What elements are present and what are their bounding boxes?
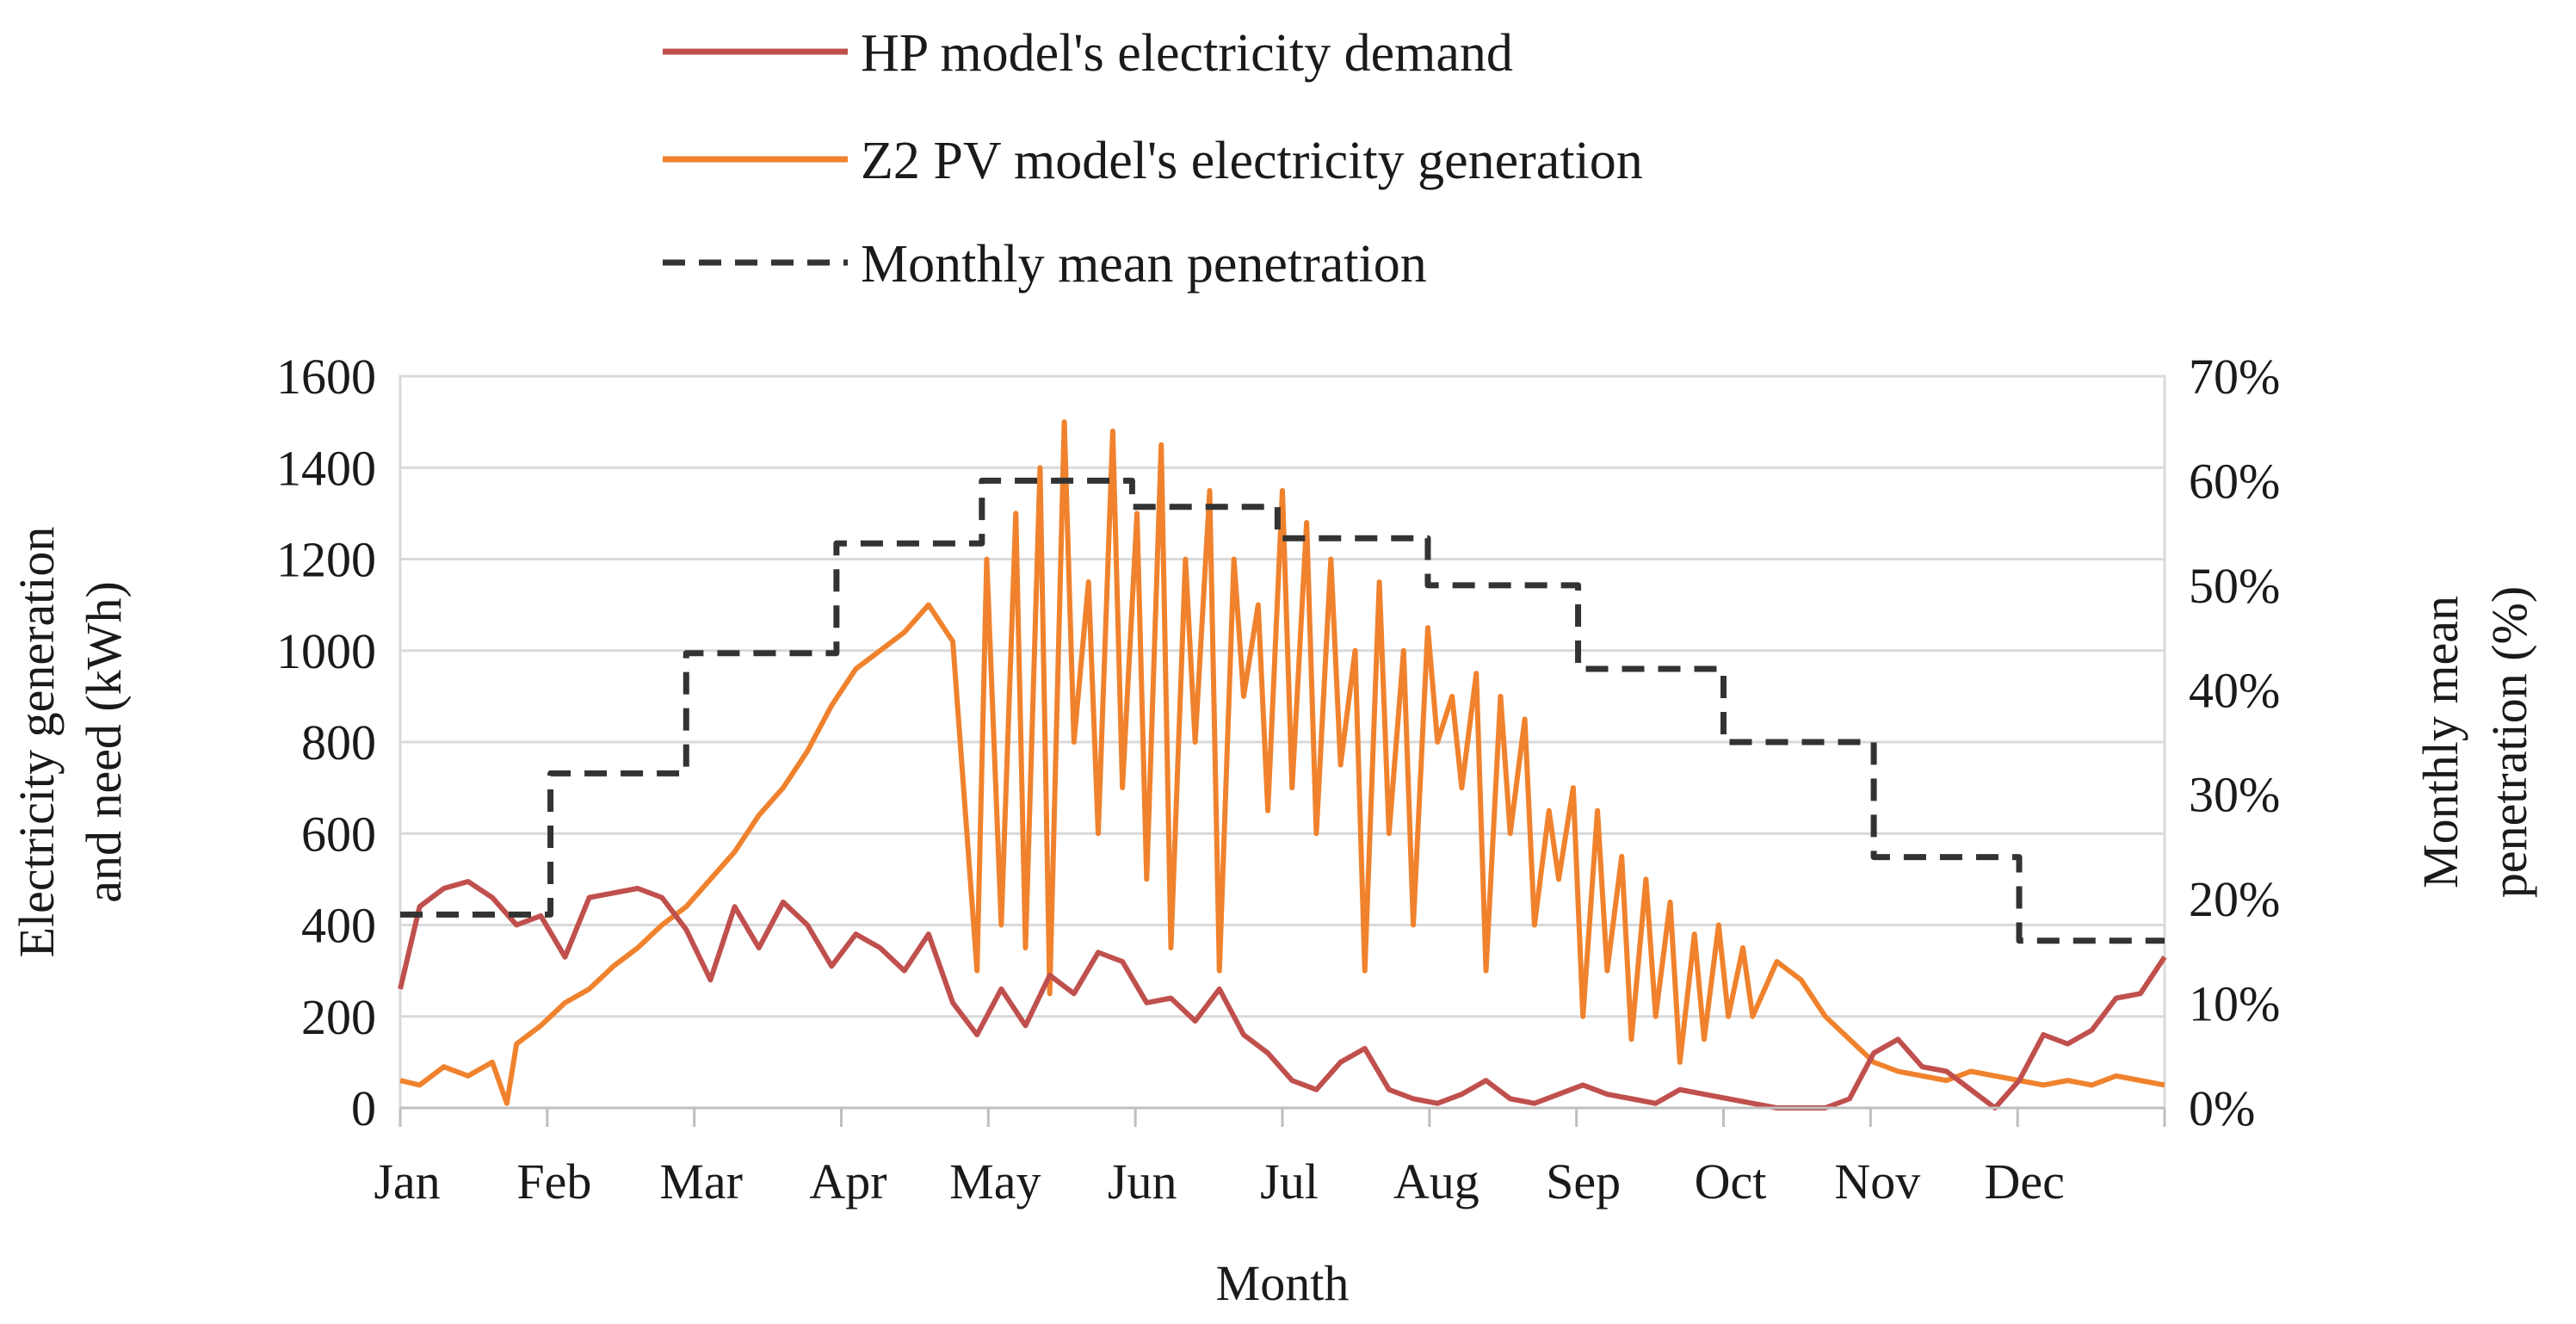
x-tick-label: Jul (1260, 1154, 1319, 1210)
y-tick-label: 1200 (276, 532, 376, 588)
legend-label: Monthly mean penetration (861, 235, 1427, 294)
axis-titles: Month Electricity generation and need (k… (9, 527, 2537, 1311)
x-tick-label: Mar (659, 1154, 743, 1210)
legend-label: HP model's electricity demand (861, 24, 1513, 83)
x-tick-label: Oct (1695, 1154, 1767, 1210)
y2-tick-label: 0% (2189, 1080, 2255, 1136)
x-tick-label: Nov (1834, 1154, 1920, 1210)
series-line-0 (398, 879, 2167, 1111)
series-line-2 (400, 477, 2165, 944)
y2-axis-title-line-1: Monthly mean (2412, 596, 2468, 888)
y-tick-label: 400 (301, 898, 376, 954)
legend-label: Z2 PV model's electricity generation (861, 132, 1643, 190)
y-axis-left: 0 200 400 600 800 1000 1200 1400 1600 (276, 349, 376, 1136)
y-tick-label: 600 (301, 806, 376, 862)
x-tick-label: Sep (1546, 1154, 1621, 1210)
y-tick-label: 1400 (276, 440, 376, 496)
y2-tick-label: 20% (2189, 871, 2280, 927)
y2-tick-label: 70% (2189, 349, 2280, 405)
y2-tick-label: 50% (2189, 558, 2280, 614)
legend: HP model's electricity demand Z2 PV model… (663, 24, 1643, 294)
y2-tick-label: 60% (2189, 453, 2280, 509)
series-layer (398, 419, 2167, 1111)
x-tick-label: Dec (1984, 1154, 2064, 1210)
x-tick-label: Jan (374, 1154, 440, 1210)
x-tick-label: May (949, 1154, 1041, 1210)
y2-tick-label: 30% (2189, 767, 2280, 823)
y2-tick-label: 10% (2189, 976, 2280, 1032)
y-tick-label: 800 (301, 715, 376, 770)
y-tick-label: 1000 (276, 623, 376, 679)
x-tick-label: Jun (1108, 1154, 1177, 1210)
x-tick-label: Aug (1393, 1154, 1480, 1210)
y2-tick-label: 40% (2189, 662, 2280, 718)
x-axis: Jan Feb Mar Apr May Jun Jul Aug Sep Oct Nov Dec (374, 1106, 2166, 1210)
y-tick-label: 200 (301, 989, 376, 1045)
y-tick-label: 1600 (276, 349, 376, 405)
y-tick-label: 0 (351, 1080, 376, 1136)
x-axis-title: Month (1216, 1255, 1350, 1311)
y2-axis-title-line-2: penetration (%) (2481, 586, 2537, 898)
x-tick-label: Feb (516, 1154, 591, 1210)
y-axis-title-line-2: and need (kWh) (76, 581, 132, 903)
y-axis-right: 0% 10% 20% 30% 40% 50% 60% 70% (2189, 349, 2280, 1136)
y-axis-title-line-1: Electricity generation (9, 527, 65, 958)
x-tick-label: Apr (809, 1154, 886, 1210)
series-line-1 (399, 419, 2165, 1106)
